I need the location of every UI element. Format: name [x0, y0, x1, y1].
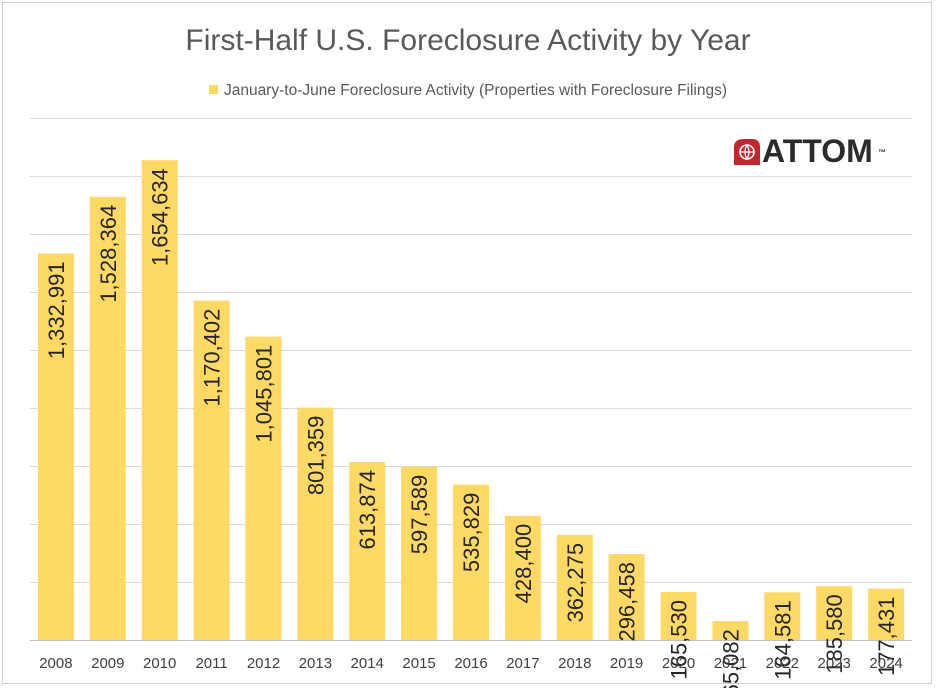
x-tick-label: 2019 [610, 655, 643, 672]
x-tick-label: 2009 [91, 655, 124, 672]
legend-label: January-to-June Foreclosure Activity (Pr… [223, 82, 728, 99]
data-label-2017: 428,400 [511, 524, 536, 604]
x-tick-label: 2012 [247, 655, 280, 672]
x-tick-label: 2022 [766, 655, 799, 672]
bar-2010 [141, 160, 178, 640]
bar-2024 [868, 588, 905, 640]
bar-2019 [608, 554, 645, 640]
data-label-2021: 65,082 [718, 629, 743, 688]
x-tick-label: 2015 [402, 655, 435, 672]
x-tick-label: 2014 [351, 655, 384, 672]
data-labels: 1,332,991 1,528,364 1,654,634 1,170,402 1,04… [44, 168, 899, 688]
bar-2014 [349, 462, 386, 640]
bar-2012 [245, 336, 282, 640]
logo-trademark: ™ [878, 148, 886, 157]
x-tick-label: 2011 [195, 655, 227, 672]
data-label-2016: 535,829 [459, 493, 484, 573]
data-label-2023: 185,580 [822, 594, 847, 674]
bar-2020 [660, 592, 697, 640]
x-tick-label: 2018 [558, 655, 591, 672]
x-tick-label: 2020 [662, 655, 695, 672]
bars [37, 160, 905, 641]
data-label-2010: 1,654,634 [148, 168, 173, 266]
x-tick-label: 2023 [818, 655, 851, 672]
data-label-2019: 296,458 [615, 562, 640, 642]
x-tick-label: 2013 [299, 655, 332, 672]
bar-2021 [712, 621, 749, 640]
attom-globe-icon [734, 139, 760, 165]
data-label-2024: 177,431 [874, 597, 899, 677]
bar-2011 [193, 300, 230, 640]
bar-2022 [764, 592, 801, 640]
data-label-2013: 801,359 [303, 416, 328, 496]
bar-2016 [453, 484, 489, 640]
x-tick-label: 2017 [506, 655, 539, 672]
chart-title: First-Half U.S. Foreclosure Activity by … [185, 24, 751, 57]
x-tick-label: 2010 [143, 655, 176, 672]
bar-2023 [816, 586, 853, 640]
x-tick-label: 2008 [39, 655, 72, 672]
bar-2009 [89, 196, 126, 641]
data-label-2009: 1,528,364 [96, 205, 121, 303]
data-label-2018: 362,275 [563, 543, 588, 623]
bar-2013 [297, 407, 334, 640]
legend-swatch [208, 85, 218, 94]
x-tick-label: 2024 [869, 655, 902, 672]
data-label-2015: 597,589 [407, 475, 432, 555]
data-label-2014: 613,874 [355, 470, 380, 550]
bar-2018 [556, 534, 593, 640]
x-tick-label: 2016 [454, 655, 487, 672]
bar-2015 [401, 466, 438, 640]
data-label-2008: 1,332,991 [44, 261, 69, 359]
data-label-2020: 165,530 [667, 600, 692, 680]
data-label-2012: 1,045,801 [252, 345, 277, 443]
x-tick-labels: 2008 2009 2010 2011 2012 2013 2014 2015 2016 2017… [39, 655, 903, 672]
x-tick-label: 2021 [714, 655, 747, 672]
legend: January-to-June Foreclosure Activity (Pr… [0, 82, 936, 100]
bar-2008 [37, 253, 74, 640]
logo-text: ATTOM [762, 133, 873, 169]
data-label-2011: 1,170,402 [200, 309, 225, 407]
bar-2017 [504, 515, 541, 640]
data-label-2022: 164,581 [770, 600, 795, 680]
